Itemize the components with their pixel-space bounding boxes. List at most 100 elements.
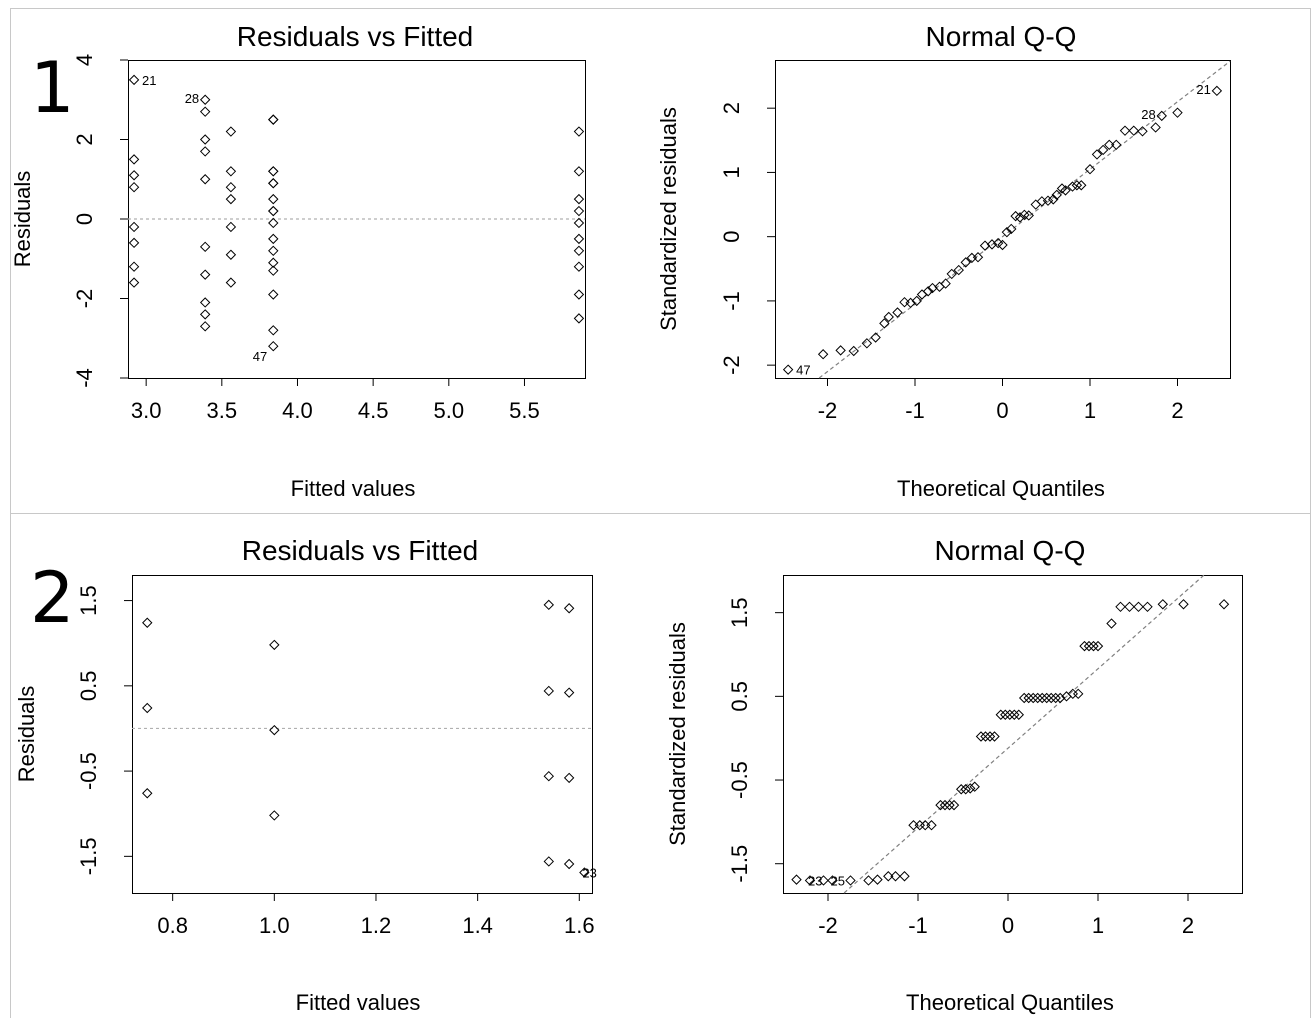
data-point (128, 154, 140, 165)
data-point (199, 134, 211, 145)
point-label: 25 (831, 873, 845, 888)
data-point (1050, 692, 1061, 704)
data-point (1036, 196, 1048, 207)
x-axis-label: Theoretical Quantiles (906, 990, 1114, 1015)
data-point (1071, 180, 1083, 191)
x-tick-label: 5.5 (509, 398, 540, 423)
data-point (225, 221, 237, 233)
y-tick-label: 4 (72, 54, 97, 66)
y-tick-label: -2 (719, 355, 744, 375)
data-point (268, 178, 279, 189)
data-point (1115, 601, 1126, 613)
data-point (225, 181, 237, 193)
data-point (269, 724, 280, 736)
data-point (791, 874, 802, 885)
data-point (1009, 709, 1020, 720)
data-point (1023, 210, 1034, 221)
y-axis-label: Residuals (14, 686, 39, 783)
data-point (872, 874, 883, 885)
data-point (268, 205, 279, 217)
x-tick-label: 5.0 (434, 398, 465, 423)
y-tick-label: -4 (72, 368, 97, 388)
point-label: 28 (1141, 107, 1155, 122)
chart-1-normal-qq: Normal Q-Q Theoretical Quantiles Standar… (656, 21, 1231, 501)
data-point (543, 599, 555, 611)
chart-2-residuals-vs-fitted: Residuals vs Fitted Fitted values Residu… (14, 535, 597, 1015)
plot-frame (783, 575, 1243, 894)
data-point (1211, 85, 1223, 97)
data-point (1051, 189, 1062, 201)
data-point (1060, 185, 1071, 196)
chart-title: Normal Q-Q (926, 21, 1077, 52)
data-point (1128, 125, 1139, 136)
data-point (1032, 692, 1043, 704)
data-point (1014, 212, 1026, 223)
qq-reference-line (843, 574, 1205, 894)
y-tick-label: 0.5 (76, 671, 101, 702)
chart-title: Normal Q-Q (935, 535, 1086, 566)
data-point (1027, 692, 1039, 704)
y-tick-label: -2 (72, 289, 97, 309)
x-tick-label: 1.4 (462, 913, 493, 938)
data-point (543, 856, 555, 867)
data-point (879, 318, 890, 329)
data-point (128, 74, 140, 86)
data-point (804, 875, 816, 886)
data-point (268, 114, 279, 125)
data-point (1097, 144, 1109, 156)
data-point (225, 166, 237, 177)
data-point (827, 875, 838, 886)
data-point (573, 193, 585, 205)
y-tick-label: 0 (719, 231, 744, 243)
x-tick-label: 2 (1171, 398, 1183, 423)
data-point (1004, 709, 1016, 720)
data-point (1092, 640, 1104, 652)
data-point (1079, 640, 1090, 652)
x-tick-label: 3.5 (207, 398, 238, 423)
data-point (563, 858, 575, 870)
data-point (268, 265, 279, 276)
data-point (573, 245, 585, 257)
data-point (1041, 692, 1052, 704)
data-point (995, 709, 1007, 720)
point-label: 21 (1196, 82, 1210, 97)
y-axis-label: Residuals (10, 171, 35, 268)
data-point (1036, 692, 1048, 704)
data-point (964, 783, 976, 794)
point-label: 47 (253, 349, 267, 364)
point-label: 23 (808, 873, 822, 888)
data-point (1104, 139, 1115, 151)
data-point (911, 295, 922, 307)
data-point (1054, 692, 1066, 704)
data-point (1045, 692, 1057, 704)
data-point (573, 289, 585, 300)
x-tick-label: 0 (996, 398, 1008, 423)
data-point (1010, 210, 1021, 222)
data-point (948, 799, 960, 811)
y-axis-label: Standardized residuals (656, 107, 681, 331)
data-point (128, 237, 140, 249)
data-point (573, 217, 585, 229)
data-point (863, 875, 874, 886)
data-point (199, 297, 211, 308)
data-point (914, 820, 926, 831)
x-tick-label: 2 (1182, 913, 1194, 938)
data-point (199, 146, 211, 157)
data-point (543, 770, 555, 782)
data-point (935, 799, 946, 811)
data-point (225, 193, 237, 205)
data-point (861, 338, 873, 349)
data-point (573, 126, 585, 137)
data-point (199, 321, 211, 332)
data-point (563, 603, 575, 614)
data-point (142, 617, 153, 628)
data-point (1083, 640, 1095, 652)
data-point (1172, 107, 1183, 118)
data-point (268, 166, 279, 177)
x-tick-label: 1 (1084, 398, 1096, 423)
data-point (916, 289, 928, 300)
data-point (1111, 139, 1122, 151)
x-tick-label: -2 (818, 913, 838, 938)
data-point (883, 311, 894, 323)
